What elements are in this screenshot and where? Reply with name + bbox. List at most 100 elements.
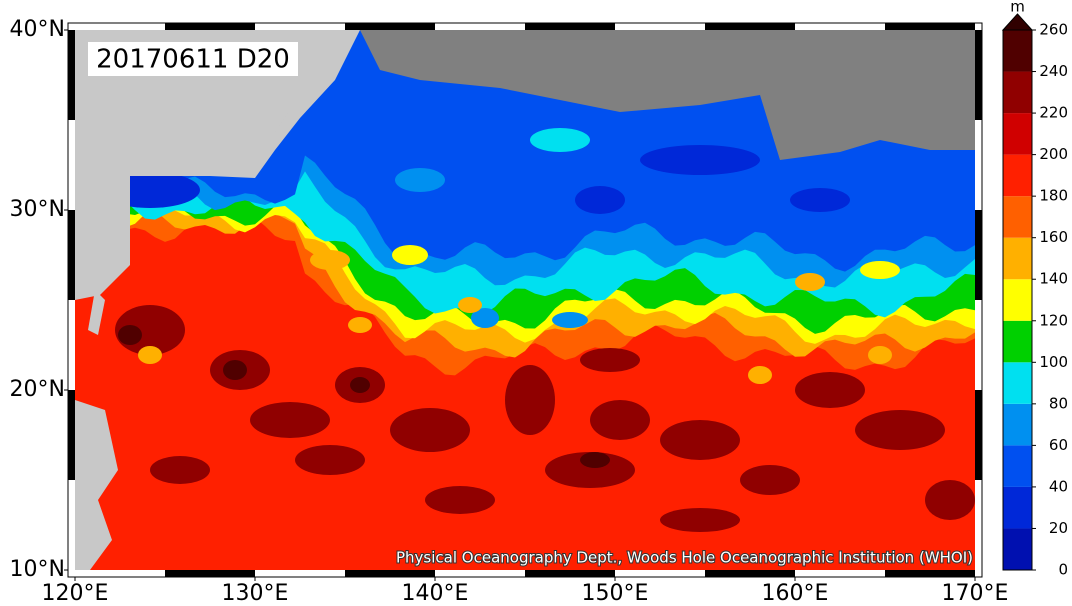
colorbar-border [1002, 29, 1033, 571]
frame-strip [255, 23, 345, 30]
colorbar-bin [1003, 362, 1032, 404]
lon-tick-label: 140°E [402, 581, 469, 606]
eddy [392, 245, 428, 265]
eddy [575, 186, 625, 214]
frame-strip [975, 480, 982, 570]
title-box [88, 42, 298, 76]
colorbar-tick-label: 40 [1049, 477, 1068, 495]
eddy [150, 456, 210, 484]
frame-strip [165, 23, 255, 30]
eddy [545, 452, 635, 488]
eddy [390, 408, 470, 452]
colorbar-bin [1003, 196, 1032, 238]
colorbar-bin [1003, 445, 1032, 487]
eddy [138, 346, 162, 364]
frame-strip [435, 570, 525, 577]
eddy [580, 452, 610, 468]
eddy [795, 372, 865, 408]
colorbar-bin [1003, 237, 1032, 280]
frame-strip [615, 570, 705, 577]
credit: Physical Oceanography Dept., Woods Hole … [396, 549, 973, 567]
lon-tick-label: 150°E [582, 581, 649, 606]
colorbar-bin [1003, 154, 1032, 197]
eddy [795, 273, 825, 291]
lat-tick-label: 10°N [10, 557, 65, 582]
eddy [310, 250, 350, 270]
frame-strip [705, 23, 795, 30]
colorbar-bin [1003, 528, 1032, 570]
colorbar-bin [1003, 30, 1032, 72]
frame-strip [885, 570, 975, 577]
colorbar-tick-label: 180 [1039, 187, 1068, 205]
colorbar-bin [1003, 113, 1032, 155]
eddy [118, 325, 142, 345]
frame-strip [68, 480, 75, 570]
lat-tick-label: 40°N [10, 17, 65, 42]
map-title: 20170611 D20 [96, 45, 290, 75]
lon-tick-label: 170°E [942, 581, 1009, 606]
lat-tick-label: 30°N [10, 197, 65, 222]
frame-strip [525, 570, 615, 577]
eddy [530, 128, 590, 152]
lon-tick-label: 120°E [42, 581, 109, 606]
lat-tick-label: 20°N [10, 377, 65, 402]
frame-strip [795, 570, 885, 577]
eddy [458, 297, 482, 313]
frame-strip [705, 570, 795, 577]
eddy [790, 188, 850, 212]
eddy [425, 486, 495, 514]
colorbar-tick-label: 120 [1039, 311, 1068, 329]
eddy [740, 465, 800, 495]
frame-strip [68, 120, 75, 210]
eddy [295, 445, 365, 475]
eddy [855, 410, 945, 450]
frame-border [67, 22, 983, 578]
eddy [552, 312, 588, 328]
eddy [860, 261, 900, 279]
colorbar-tick-label: 220 [1039, 104, 1068, 122]
colorbar-bin [1003, 486, 1032, 529]
eddy [505, 365, 555, 435]
eddy [350, 377, 370, 393]
frame-strip [165, 570, 255, 577]
frame-strip [615, 23, 705, 30]
frame-strip [975, 120, 982, 210]
colorbar-tick-label: 160 [1039, 228, 1068, 246]
frame-strip [75, 23, 165, 30]
lon-tick-label: 160°E [762, 581, 829, 606]
frame-strip [68, 300, 75, 390]
colorbar-bin [1003, 403, 1032, 446]
colorbar-tick-label: 140 [1039, 270, 1068, 288]
eddy [660, 420, 740, 460]
land-north [360, 30, 975, 160]
frame-strip [885, 23, 975, 30]
land [75, 30, 975, 570]
colorbar-extend [1001, 13, 1034, 31]
frame-strip [345, 23, 435, 30]
frame-strip [525, 23, 615, 30]
colorbar-bin [1003, 71, 1032, 114]
frame-strip [975, 210, 982, 300]
frame-strip [975, 390, 982, 480]
land-korea-japan [180, 80, 290, 140]
eddy [748, 366, 772, 384]
frame-strip [975, 30, 982, 120]
land-asia [75, 30, 360, 300]
colorbar: 0 20 40 60 80 100 120 140 160 180 200 220 240 260 m [1001, 0, 1068, 579]
colorbar-bin [1003, 320, 1032, 363]
colorbar-tick-label: 100 [1039, 353, 1068, 371]
colorbar-tick-label: 0 [1058, 561, 1068, 579]
eddy [395, 168, 445, 192]
eddy [660, 508, 740, 532]
land-taiwan [88, 290, 105, 335]
colorbar-tick-label: 60 [1049, 436, 1068, 454]
eddy [471, 308, 499, 328]
frame-strip [68, 210, 75, 300]
eddy [580, 348, 640, 372]
frame-strip [255, 570, 345, 577]
eddy [250, 402, 330, 438]
eddy [348, 317, 372, 333]
colorbar-tick-label: 80 [1049, 394, 1068, 412]
frame-strip [68, 30, 75, 120]
